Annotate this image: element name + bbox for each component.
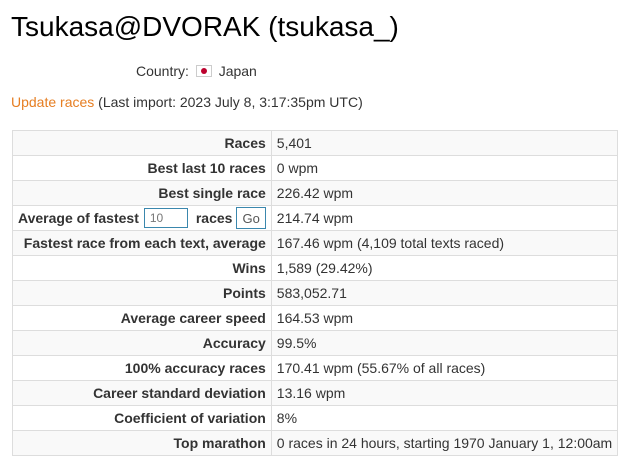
table-row: Best single race 226.42 wpm (12, 180, 619, 206)
stat-value-fastest-each-text: 167.46 wpm (4,109 total texts raced) (270, 230, 619, 256)
average-fastest-prefix: Average of fastest (18, 210, 139, 226)
table-row: Points 583,052.71 (12, 280, 619, 306)
stat-value-best-single: 226.42 wpm (270, 180, 619, 206)
stat-value-accuracy-100: 170.41 wpm (55.67% of all races) (270, 355, 619, 381)
country-line: Country: Japan (136, 61, 257, 81)
stat-label-best-last-10: Best last 10 races (12, 155, 272, 181)
table-row: Career standard deviation 13.16 wpm (12, 380, 619, 406)
table-row: Average of fastest races Go 214.74 wpm (12, 205, 619, 231)
table-row: 100% accuracy races 170.41 wpm (55.67% o… (12, 355, 619, 381)
table-row: Races 5,401 (12, 130, 619, 156)
stat-value-accuracy: 99.5% (270, 330, 619, 356)
stats-table: Races 5,401 Best last 10 races 0 wpm Bes… (12, 130, 619, 456)
stat-value-wins: 1,589 (29.42%) (270, 255, 619, 281)
go-button[interactable]: Go (236, 207, 266, 229)
stat-label-career-std-dev: Career standard deviation (12, 380, 272, 406)
stat-value-avg-career-speed: 164.53 wpm (270, 305, 619, 331)
country-label: Country: (136, 63, 189, 79)
page-title: Tsukasa@DVORAK (tsukasa_) (11, 11, 399, 42)
stat-label-best-single: Best single race (12, 180, 272, 206)
stat-label-fastest-each-text: Fastest race from each text, average (12, 230, 272, 256)
update-line: Update races (Last import: 2023 July 8, … (11, 92, 363, 112)
update-races-link[interactable]: Update races (11, 94, 95, 110)
last-import-text: (Last import: 2023 July 8, 3:17:35pm UTC… (98, 94, 363, 110)
stat-label-top-marathon: Top marathon (12, 430, 272, 456)
stat-value-career-std-dev: 13.16 wpm (270, 380, 619, 406)
stat-label-coeff-variation: Coefficient of variation (12, 405, 272, 431)
stat-value-top-marathon: 0 races in 24 hours, starting 1970 Janua… (270, 430, 619, 456)
stat-label-races: Races (12, 130, 272, 156)
stat-value-coeff-variation: 8% (270, 405, 619, 431)
table-row: Average career speed 164.53 wpm (12, 305, 619, 331)
table-row: Fastest race from each text, average 167… (12, 230, 619, 256)
stat-label-average-fastest: Average of fastest races Go (12, 205, 272, 231)
table-row: Coefficient of variation 8% (12, 405, 619, 431)
stat-value-points: 583,052.71 (270, 280, 619, 306)
table-row: Wins 1,589 (29.42%) (12, 255, 619, 281)
stat-label-accuracy: Accuracy (12, 330, 272, 356)
stat-label-points: Points (12, 280, 272, 306)
japan-flag-icon (195, 65, 212, 77)
stat-label-accuracy-100: 100% accuracy races (12, 355, 272, 381)
table-row: Best last 10 races 0 wpm (12, 155, 619, 181)
stat-value-races: 5,401 (270, 130, 619, 156)
table-row: Accuracy 99.5% (12, 330, 619, 356)
table-row: Top marathon 0 races in 24 hours, starti… (12, 430, 619, 456)
stat-label-wins: Wins (12, 255, 272, 281)
average-fastest-suffix: races (195, 210, 233, 226)
fastest-count-input[interactable] (143, 208, 188, 228)
stat-value-average-fastest: 214.74 wpm (270, 205, 619, 231)
stat-value-best-last-10: 0 wpm (270, 155, 619, 181)
stat-label-avg-career-speed: Average career speed (12, 305, 272, 331)
country-name: Japan (218, 63, 257, 79)
